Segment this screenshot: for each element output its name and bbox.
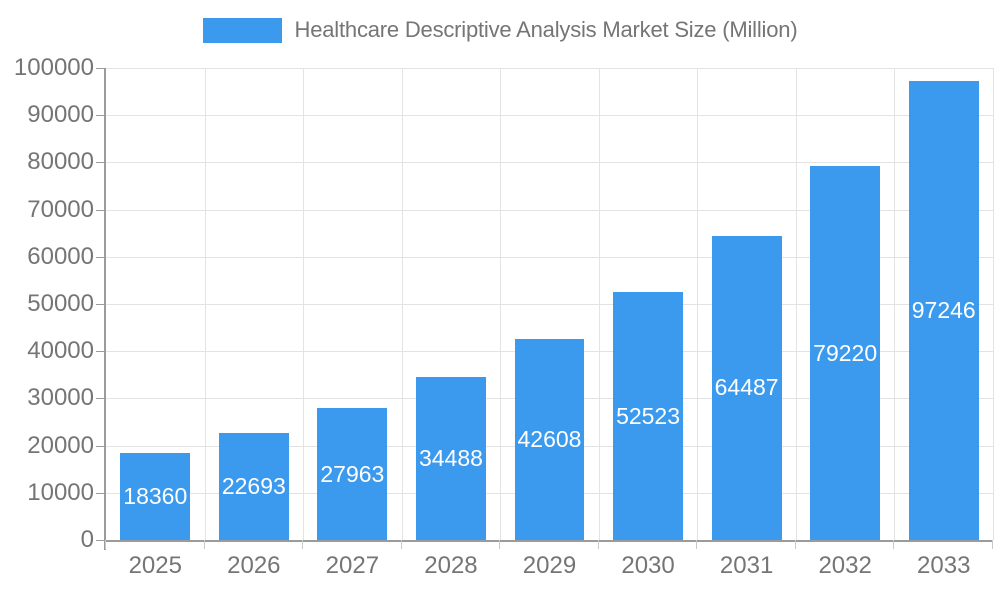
gridline-vertical	[894, 68, 896, 540]
y-axis-tick-label: 30000	[27, 384, 94, 412]
bar-value-label: 79220	[813, 339, 878, 366]
x-axis-tick-label: 2028	[424, 552, 478, 579]
bar-value-label: 22693	[221, 472, 286, 499]
y-axis-tick-label: 50000	[27, 290, 94, 317]
y-axis-line	[104, 68, 106, 550]
bar-2026[interactable]: 22693	[218, 432, 289, 540]
gridline-vertical	[598, 68, 600, 540]
y-axis-tick-label: 90000	[27, 101, 94, 129]
y-axis-tick-label: 20000	[27, 431, 94, 459]
bar-2033[interactable]: 97246	[908, 81, 979, 540]
gridline-vertical	[795, 68, 797, 540]
x-axis-tick	[105, 540, 106, 549]
y-axis-labels: 0 10000 20000 30000 40000 50000 60000 70000 8000…	[0, 54, 94, 553]
x-axis-tick	[893, 540, 895, 549]
bar-value-label: 97246	[911, 297, 976, 323]
y-axis-tick-label: 10000	[27, 478, 94, 506]
y-axis-tick	[96, 445, 104, 447]
x-axis-tick	[302, 540, 304, 549]
bar-2025[interactable]: 18360	[120, 453, 191, 540]
x-axis-line	[104, 540, 993, 542]
x-axis-tick-label: 2031	[719, 552, 774, 579]
y-axis-tick	[96, 492, 104, 494]
bar-2031[interactable]: 64487	[711, 235, 782, 540]
x-axis-tick	[597, 540, 599, 549]
gridline-horizontal	[106, 162, 993, 164]
x-axis-tick	[696, 540, 698, 549]
y-axis-tick	[96, 398, 104, 400]
gridline-vertical	[500, 68, 502, 540]
x-axis-tick-label: 2033	[917, 552, 971, 579]
y-axis-tick	[96, 304, 104, 305]
chart-legend[interactable]: Healthcare Descriptive Analysis Market S…	[0, 12, 1000, 48]
bar-2032[interactable]: 79220	[810, 166, 881, 540]
y-axis-tick	[96, 209, 104, 211]
y-axis-tick-label: 40000	[27, 337, 94, 365]
bar-2030[interactable]: 52523	[613, 292, 684, 540]
x-axis-tick-label: 2029	[522, 552, 577, 579]
y-axis-tick	[96, 162, 104, 164]
gridline-horizontal	[106, 68, 993, 69]
x-axis-tick-label: 2030	[621, 552, 675, 579]
gridline-vertical	[697, 68, 699, 540]
x-axis-tick-label: 2025	[128, 552, 182, 579]
y-axis-tick-label: 80000	[27, 148, 94, 176]
gridline-vertical	[993, 68, 994, 540]
y-axis-tick-label: 60000	[27, 242, 94, 270]
y-axis-tick	[96, 115, 104, 117]
legend-label: Healthcare Descriptive Analysis Market S…	[294, 17, 798, 42]
x-axis-tick	[992, 540, 993, 549]
bar-value-label: 34488	[418, 445, 483, 472]
y-axis-tick-label: 70000	[27, 195, 94, 223]
bar-2029[interactable]: 42608	[514, 338, 585, 540]
y-axis-tick	[96, 256, 104, 258]
x-axis-labels: 2025 2026 2027 2028 2029 2030 2031 2032 2033	[106, 552, 993, 584]
plot-area: 18360 22693 27963 34488 42608 52523 64487 79220…	[96, 68, 994, 550]
y-axis-tick	[96, 68, 104, 69]
gridline-vertical	[303, 68, 305, 540]
x-axis-tick-label: 2027	[325, 552, 380, 579]
bar-value-label: 42608	[517, 425, 582, 452]
gridline-horizontal	[106, 209, 993, 211]
bar-2028[interactable]: 34488	[415, 377, 486, 540]
x-axis-tick	[203, 540, 205, 549]
bar-value-label: 18360	[123, 483, 188, 510]
y-axis-tick	[96, 351, 104, 353]
gridline-vertical	[401, 68, 403, 540]
bar-value-label: 27963	[320, 460, 385, 487]
legend-swatch-icon	[202, 17, 282, 43]
gridline-horizontal	[106, 115, 993, 117]
gridline-vertical	[204, 68, 206, 540]
x-axis-tick-label: 2032	[818, 552, 872, 579]
x-axis-tick-label: 2026	[227, 552, 281, 579]
bar-value-label: 52523	[616, 402, 681, 429]
y-axis-tick-label: 100000	[13, 54, 94, 81]
bar-value-label: 64487	[714, 374, 779, 401]
gridline-horizontal	[106, 304, 993, 305]
y-axis-tick-label: 0	[80, 526, 94, 553]
y-axis-tick	[96, 540, 104, 541]
x-axis-tick	[400, 540, 402, 549]
x-axis-tick	[499, 540, 501, 549]
x-axis-tick	[794, 540, 796, 549]
bar-2027[interactable]: 27963	[317, 408, 388, 540]
gridline-horizontal	[106, 256, 993, 258]
